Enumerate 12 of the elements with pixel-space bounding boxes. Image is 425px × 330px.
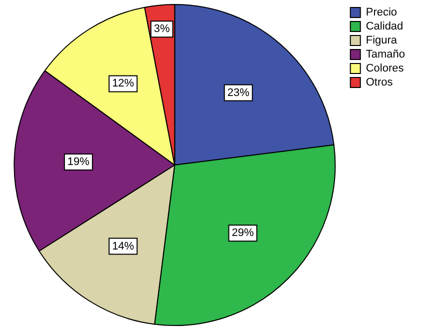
legend-label: Colores [366,62,404,75]
data-label: 23% [227,86,250,99]
legend-label: Otros [366,76,394,89]
legend-label: Precio [366,6,398,19]
legend-label: Calidad [366,20,404,33]
data-label: 14% [112,240,134,252]
data-label: 3% [154,23,170,36]
data-label: 19% [67,156,90,168]
data-label: 12% [112,78,134,90]
data-label: 29% [232,227,254,240]
legend-label: Tamaño [366,48,406,61]
legend-label: Figura [366,34,398,47]
